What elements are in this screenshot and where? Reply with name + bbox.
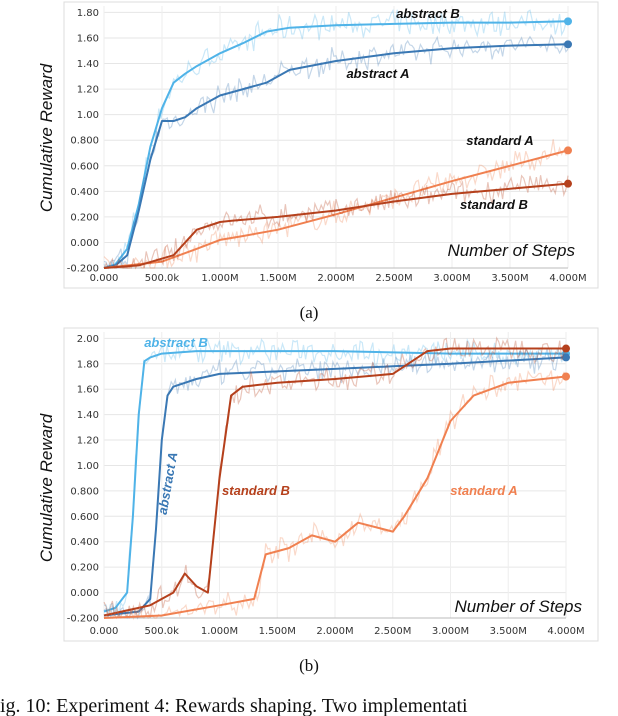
series-line-standard-a [103,149,569,269]
y-tick-label: 1.00 [77,110,99,121]
y-tick-label: 1.60 [77,33,99,44]
series-annotation-standard-b: standard B [222,483,290,498]
series-end-point-standard-b [564,179,572,188]
series-noise-standard-a [103,139,569,269]
series-end-point-abstract-b [564,17,572,26]
series-annotation-abstract-a: abstract A [346,66,409,81]
series-annotation-abstract-b: abstract B [144,335,208,350]
x-tick-label: 1.500M [259,626,296,637]
x-tick-label: 2.000M [316,626,353,637]
y-tick-label: 0.600 [70,512,99,523]
y-tick-label: 0.000 [70,238,99,249]
x-tick-label: 500.0k [145,273,180,284]
y-tick-label: 0.400 [70,537,99,548]
y-tick-label: 0.600 [70,161,99,172]
x-tick-label: 1.500M [259,273,296,284]
y-tick-label: 1.40 [77,59,99,70]
panel-label-b: (b) [299,656,319,675]
x-tick-label: 1.000M [201,273,238,284]
y-tick-label: 2.00 [77,334,99,345]
y-axis-label: Cumulative Reward [37,413,56,562]
y-tick-label: 0.800 [70,486,99,497]
x-tick-label: 3.500M [491,273,528,284]
series-annotation-standard-a: standard A [450,483,517,498]
x-tick-label: 3.500M [490,626,527,637]
y-tick-label: 1.80 [77,359,99,370]
series-line-abstract-a [103,43,569,269]
chart-a: -0.2000.0000.2000.4000.6000.8001.001.201… [37,1,599,289]
x-tick-label: 3.000M [433,273,470,284]
series-annotation-standard-a: standard A [466,133,533,148]
y-tick-label: 0.000 [70,588,99,599]
series-noise-abstract-a [103,347,567,620]
x-tick-label: 2.500M [374,626,411,637]
x-tick-label: 4.000M [547,626,584,637]
x-tick-label: 1.000M [201,626,238,637]
series-noise-abstract-a [103,33,569,269]
series-end-point-standard-b [562,344,570,353]
y-tick-label: 1.60 [77,385,99,396]
chart-b: -0.2000.0000.2000.4000.6000.8001.001.201… [37,327,599,642]
series-line-standard-a [103,375,567,619]
y-tick-label: -0.200 [67,264,99,275]
y-tick-label: 1.40 [77,410,99,421]
x-tick-label: 0.000 [90,273,119,284]
y-axis-label: Cumulative Reward [37,63,56,212]
x-tick-label: 4.000M [549,273,586,284]
series-end-point-abstract-a [564,40,572,49]
chart-frame [63,1,599,289]
x-tick-label: 3.000M [432,626,469,637]
y-tick-label: 1.20 [77,85,99,96]
series-annotation-standard-b: standard B [460,197,528,212]
panel-label-a: (a) [300,303,319,322]
x-axis-label: Number of Steps [447,241,575,260]
series-end-point-abstract-a [562,353,570,362]
y-tick-label: 1.80 [77,8,99,19]
x-tick-label: 2.500M [375,273,412,284]
y-tick-label: 1.20 [77,436,99,447]
y-tick-label: 0.800 [70,136,99,147]
y-tick-label: 1.00 [77,461,99,472]
x-axis-label: Number of Steps [454,597,582,616]
series-end-point-standard-a [562,372,570,381]
x-tick-label: 500.0k [145,626,180,637]
x-tick-label: 0.000 [90,626,119,637]
series-line-abstract-b [103,350,566,613]
series-annotation-abstract-b: abstract B [396,6,460,21]
series-line-abstract-a [103,356,567,617]
y-tick-label: 0.200 [70,212,99,223]
series-noise-standard-b [103,336,567,620]
y-tick-label: 0.400 [70,187,99,198]
y-tick-label: -0.200 [67,614,99,625]
series-end-point-standard-a [564,146,572,155]
series-noise-abstract-b [103,8,569,270]
series-line-standard-b [103,182,569,269]
series-line-standard-b [103,347,566,617]
figure-caption: ig. 10: Experiment 4: Rewards shaping. T… [0,695,468,716]
x-tick-label: 2.000M [317,273,354,284]
y-tick-label: 0.200 [70,563,99,574]
chart-frame [63,327,599,642]
